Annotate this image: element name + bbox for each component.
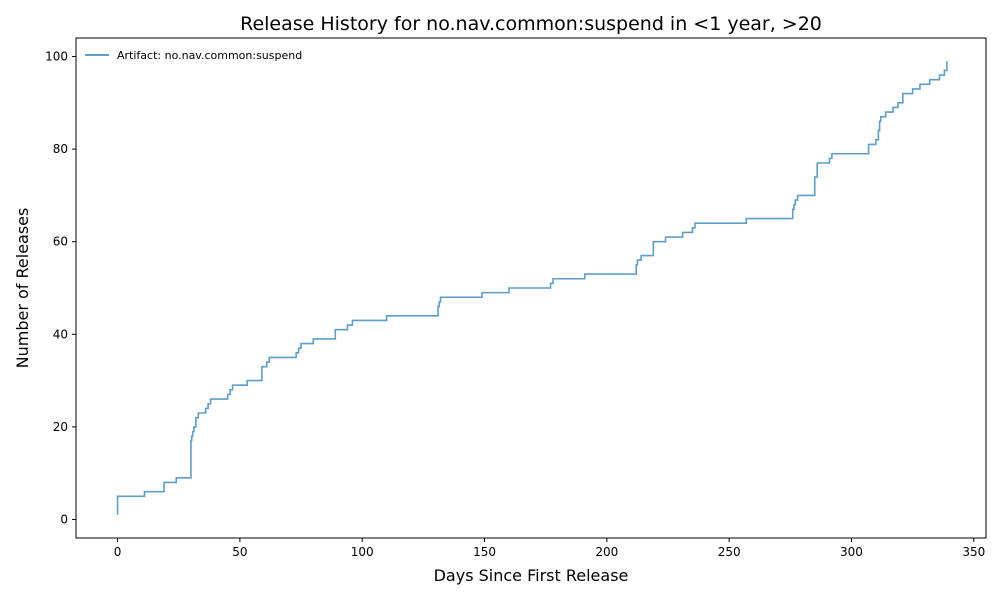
x-tick-label: 250 <box>718 545 741 559</box>
series-line-0 <box>116 61 948 515</box>
y-tick-label: 20 <box>53 420 68 434</box>
legend: Artifact: no.nav.common:suspend <box>85 49 302 62</box>
x-tick-label: 50 <box>232 545 247 559</box>
y-tick-label: 40 <box>53 327 68 341</box>
x-tick-label: 200 <box>595 545 618 559</box>
y-tick-label: 0 <box>60 512 68 526</box>
x-tick-label: 0 <box>114 545 122 559</box>
x-tick-label: 300 <box>840 545 863 559</box>
y-tick-label: 80 <box>53 142 68 156</box>
y-axis-ticks: 0 20 40 60 80 100 <box>45 50 76 526</box>
y-tick-label: 100 <box>45 50 68 64</box>
x-tick-label: 150 <box>473 545 496 559</box>
axes-frame <box>75 37 987 539</box>
y-axis-label: Number of Releases <box>13 208 32 369</box>
x-tick-label: 100 <box>351 545 374 559</box>
x-axis-ticks: 0 50 100 150 200 250 300 350 <box>114 538 985 559</box>
y-tick-label: 60 <box>53 235 68 249</box>
x-tick-label: 350 <box>962 545 985 559</box>
x-axis-label: Days Since First Release <box>434 566 629 585</box>
chart-title: Release History for no.nav.common:suspen… <box>240 13 822 35</box>
legend-label: Artifact: no.nav.common:suspend <box>117 49 302 62</box>
